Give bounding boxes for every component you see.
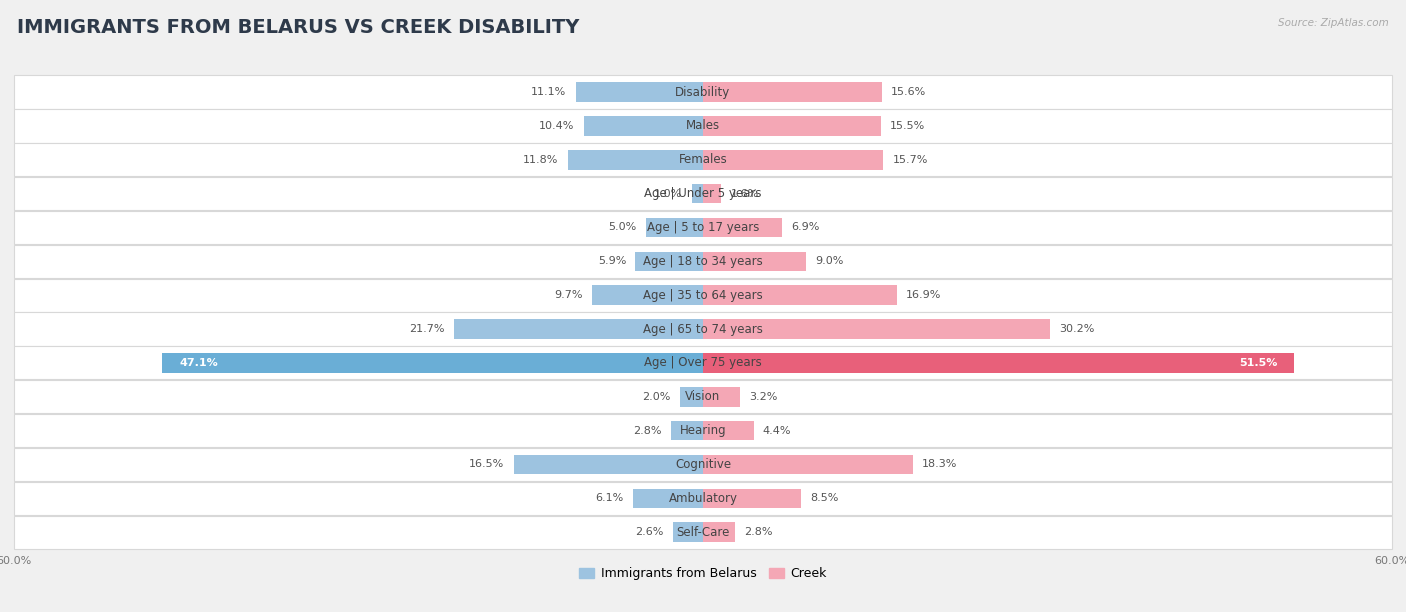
Text: 1.6%: 1.6% <box>731 188 759 199</box>
Text: 21.7%: 21.7% <box>409 324 444 334</box>
Text: Disability: Disability <box>675 86 731 99</box>
Text: Age | Under 5 years: Age | Under 5 years <box>644 187 762 200</box>
Text: Vision: Vision <box>685 390 721 403</box>
Bar <box>14 211 1392 244</box>
Bar <box>583 116 703 136</box>
Text: 16.5%: 16.5% <box>470 460 505 469</box>
Text: 6.1%: 6.1% <box>596 493 624 503</box>
Text: 2.0%: 2.0% <box>643 392 671 401</box>
Text: 4.4%: 4.4% <box>762 425 792 436</box>
Text: Females: Females <box>679 153 727 166</box>
Text: 47.1%: 47.1% <box>180 358 218 368</box>
Text: Age | 18 to 34 years: Age | 18 to 34 years <box>643 255 763 268</box>
Bar <box>671 421 703 441</box>
Bar <box>636 252 703 271</box>
Text: 2.8%: 2.8% <box>744 527 773 537</box>
Bar <box>454 319 703 339</box>
Text: 6.9%: 6.9% <box>792 223 820 233</box>
Text: 9.7%: 9.7% <box>554 290 582 300</box>
Text: 3.2%: 3.2% <box>749 392 778 401</box>
Bar <box>703 488 800 508</box>
Bar <box>14 448 1392 481</box>
Bar <box>681 387 703 406</box>
Bar <box>14 414 1392 447</box>
Text: 15.5%: 15.5% <box>890 121 925 131</box>
Bar <box>633 488 703 508</box>
Text: 11.1%: 11.1% <box>531 87 567 97</box>
Bar <box>575 82 703 102</box>
Bar <box>14 245 1392 278</box>
Bar <box>14 313 1392 346</box>
Bar <box>703 285 897 305</box>
Text: 16.9%: 16.9% <box>907 290 942 300</box>
Text: Males: Males <box>686 119 720 132</box>
Bar <box>703 353 1295 373</box>
Bar <box>703 523 735 542</box>
Bar <box>703 421 754 441</box>
Bar <box>703 387 740 406</box>
Text: Source: ZipAtlas.com: Source: ZipAtlas.com <box>1278 18 1389 28</box>
Text: Age | Over 75 years: Age | Over 75 years <box>644 356 762 370</box>
Text: Cognitive: Cognitive <box>675 458 731 471</box>
Text: 9.0%: 9.0% <box>815 256 844 266</box>
Bar <box>14 177 1392 210</box>
Bar <box>645 218 703 237</box>
Text: Ambulatory: Ambulatory <box>668 492 738 505</box>
Legend: Immigrants from Belarus, Creek: Immigrants from Belarus, Creek <box>575 562 831 585</box>
Text: 11.8%: 11.8% <box>523 155 558 165</box>
Bar <box>703 455 912 474</box>
Text: 51.5%: 51.5% <box>1239 358 1277 368</box>
Text: 1.0%: 1.0% <box>654 188 682 199</box>
Text: 2.8%: 2.8% <box>633 425 662 436</box>
Bar <box>703 319 1050 339</box>
Text: Age | 35 to 64 years: Age | 35 to 64 years <box>643 289 763 302</box>
Bar <box>692 184 703 203</box>
Text: Age | 5 to 17 years: Age | 5 to 17 years <box>647 221 759 234</box>
Bar <box>14 278 1392 312</box>
Bar <box>14 110 1392 143</box>
Text: 15.6%: 15.6% <box>891 87 927 97</box>
Bar <box>592 285 703 305</box>
Bar <box>703 218 782 237</box>
Text: 2.6%: 2.6% <box>636 527 664 537</box>
Text: 8.5%: 8.5% <box>810 493 838 503</box>
Text: IMMIGRANTS FROM BELARUS VS CREEK DISABILITY: IMMIGRANTS FROM BELARUS VS CREEK DISABIL… <box>17 18 579 37</box>
Bar <box>162 353 703 373</box>
Bar <box>703 150 883 170</box>
Text: Self-Care: Self-Care <box>676 526 730 539</box>
Text: 30.2%: 30.2% <box>1059 324 1094 334</box>
Bar <box>703 252 807 271</box>
Text: Hearing: Hearing <box>679 424 727 437</box>
Text: 15.7%: 15.7% <box>893 155 928 165</box>
Bar <box>703 82 882 102</box>
Bar <box>568 150 703 170</box>
Text: 5.9%: 5.9% <box>598 256 626 266</box>
Bar <box>14 515 1392 549</box>
Text: 10.4%: 10.4% <box>538 121 575 131</box>
Bar <box>14 346 1392 379</box>
Bar <box>14 380 1392 413</box>
Bar <box>14 482 1392 515</box>
Bar <box>14 75 1392 109</box>
Text: 18.3%: 18.3% <box>922 460 957 469</box>
Bar <box>513 455 703 474</box>
Bar <box>673 523 703 542</box>
Text: Age | 65 to 74 years: Age | 65 to 74 years <box>643 323 763 335</box>
Bar <box>703 184 721 203</box>
Text: 5.0%: 5.0% <box>609 223 637 233</box>
Bar <box>14 143 1392 176</box>
Bar <box>703 116 882 136</box>
